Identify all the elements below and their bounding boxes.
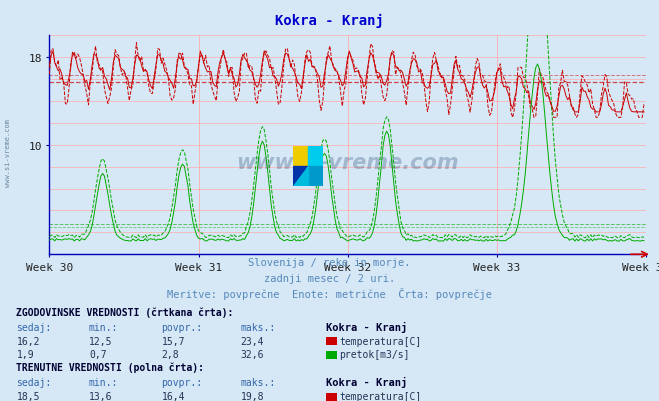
Text: povpr.:: povpr.: — [161, 377, 202, 387]
Text: Kokra - Kranj: Kokra - Kranj — [326, 321, 407, 332]
Text: sedaj:: sedaj: — [16, 322, 51, 332]
Text: 18,5: 18,5 — [16, 391, 40, 401]
Text: 0,7: 0,7 — [89, 349, 107, 359]
Text: maks.:: maks.: — [241, 322, 275, 332]
Text: 32,6: 32,6 — [241, 349, 264, 359]
Text: www.si-vreme.com: www.si-vreme.com — [5, 118, 11, 186]
Text: Kokra - Kranj: Kokra - Kranj — [275, 14, 384, 28]
Text: temperatura[C]: temperatura[C] — [339, 391, 422, 401]
Text: www.si-vreme.com: www.si-vreme.com — [237, 153, 459, 173]
Text: pretok[m3/s]: pretok[m3/s] — [339, 349, 410, 359]
Bar — [293, 166, 308, 186]
Text: ZGODOVINSKE VREDNOSTI (črtkana črta):: ZGODOVINSKE VREDNOSTI (črtkana črta): — [16, 306, 234, 317]
Text: 15,7: 15,7 — [161, 336, 185, 346]
Text: 16,4: 16,4 — [161, 391, 185, 401]
Text: 1,9: 1,9 — [16, 349, 34, 359]
Bar — [308, 166, 323, 186]
Text: zadnji mesec / 2 uri.: zadnji mesec / 2 uri. — [264, 273, 395, 284]
Bar — [293, 146, 308, 166]
Polygon shape — [293, 166, 308, 186]
Text: maks.:: maks.: — [241, 377, 275, 387]
Text: 23,4: 23,4 — [241, 336, 264, 346]
Text: 16,2: 16,2 — [16, 336, 40, 346]
Text: povpr.:: povpr.: — [161, 322, 202, 332]
Text: Meritve: povprečne  Enote: metrične  Črta: povprečje: Meritve: povprečne Enote: metrične Črta:… — [167, 288, 492, 300]
Text: 12,5: 12,5 — [89, 336, 113, 346]
Text: temperatura[C]: temperatura[C] — [339, 336, 422, 346]
Text: sedaj:: sedaj: — [16, 377, 51, 387]
Text: 19,8: 19,8 — [241, 391, 264, 401]
Bar — [308, 146, 323, 166]
Text: TRENUTNE VREDNOSTI (polna črta):: TRENUTNE VREDNOSTI (polna črta): — [16, 362, 204, 372]
Text: min.:: min.: — [89, 377, 119, 387]
Text: Slovenija / reke in morje.: Slovenija / reke in morje. — [248, 257, 411, 267]
Text: Kokra - Kranj: Kokra - Kranj — [326, 377, 407, 387]
Text: 13,6: 13,6 — [89, 391, 113, 401]
Text: 2,8: 2,8 — [161, 349, 179, 359]
Text: min.:: min.: — [89, 322, 119, 332]
